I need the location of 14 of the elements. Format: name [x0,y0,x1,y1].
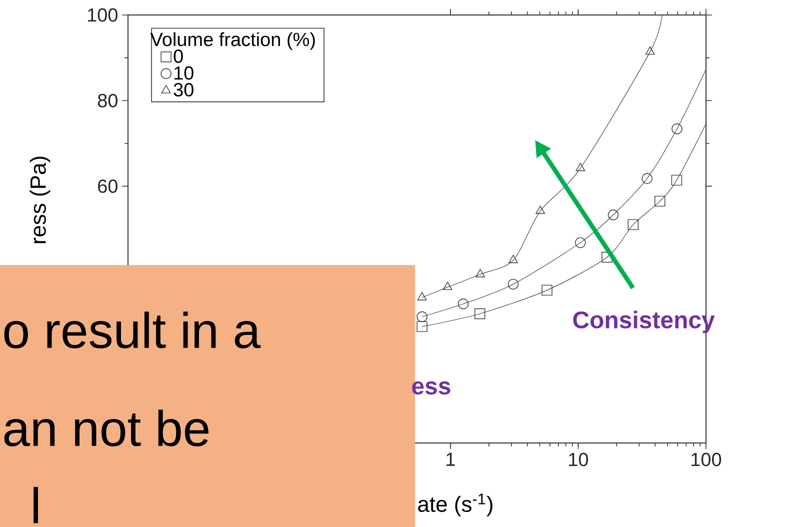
y-tick-label: 80 [98,94,118,108]
x-tick-label: 10 [569,452,588,466]
x-axis-title: ate (s$^{-1}$) [418,494,492,516]
y-axis-title: ress (Pa) [30,156,50,244]
y-tick-label: 60 [98,179,118,193]
annotation: o result in a [4,312,261,348]
legend-label: 30 [174,83,194,96]
x-tick-label: 1 [446,452,455,466]
annotation: an not be [4,410,208,446]
x-tick-label: 100 [692,452,722,466]
legend-label: 10 [174,66,194,80]
legend-label: 0 [174,50,183,63]
text: l [34,486,38,524]
y-tick-label: 100 [88,8,118,22]
